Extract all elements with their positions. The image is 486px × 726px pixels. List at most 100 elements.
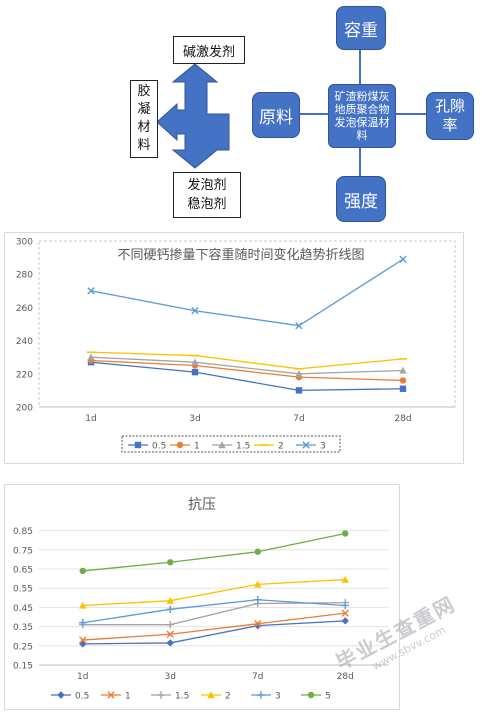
y-tick-label: 0.35 (13, 623, 33, 633)
density-label: 容重 (344, 20, 378, 41)
data-point (87, 353, 95, 361)
series-0.5 (87, 358, 407, 394)
center-line: 发泡保温材 (334, 116, 390, 129)
series-3 (79, 596, 349, 627)
y-tick-label: 0.45 (13, 604, 33, 614)
activator-label: 碱激发剂 (182, 44, 235, 60)
y-tick-label: 280 (16, 271, 33, 281)
data-point (254, 548, 261, 555)
legend-label: 2 (278, 442, 284, 452)
data-point (79, 619, 87, 627)
cementitious-char: 胶 (137, 84, 151, 99)
data-point (166, 620, 174, 629)
center-line: 地质聚合物 (334, 103, 390, 116)
porosity-node: 孔隙 率 (426, 92, 474, 140)
y-tick-label: 240 (16, 337, 33, 347)
legend-marker (207, 691, 215, 699)
x-tick-label: 28d (394, 414, 411, 424)
x-tick-label: 7d (293, 414, 304, 424)
data-point (87, 287, 95, 295)
series-line (82, 578, 346, 607)
strength-node: 强度 (336, 176, 386, 222)
series-1 (79, 609, 349, 644)
series-1.5 (87, 353, 407, 377)
series-1 (87, 357, 407, 384)
data-point (341, 575, 349, 583)
data-point (191, 368, 199, 376)
raw-material-label: 原料 (259, 107, 293, 128)
data-point (399, 385, 407, 392)
data-point (295, 321, 303, 330)
data-point (167, 559, 174, 566)
series-line (90, 356, 404, 375)
data-point (79, 636, 87, 644)
data-point (254, 620, 262, 628)
y-tick-label: 200 (16, 404, 33, 414)
x-tick-label: 3d (189, 414, 200, 424)
x-tick-label: 1d (77, 672, 88, 682)
density-chart-frame: 不同硬钙掺量下容重随时间变化趋势折线图 200 220 240 260 280 300 1d 3… (4, 232, 464, 464)
data-point (254, 596, 262, 604)
data-point (166, 630, 174, 638)
y-tick-label: 0.25 (13, 642, 33, 652)
series-2 (86, 351, 408, 370)
legend-label: 5 (325, 692, 331, 702)
chart-title: 不同硬钙掺量下容重随时间变化趋势折线图 (117, 247, 364, 263)
strength-label: 强度 (344, 191, 378, 212)
series-line (90, 351, 404, 370)
data-point (295, 387, 303, 394)
center-line: 料 (356, 129, 368, 142)
series-line (82, 612, 346, 641)
legend-marker (307, 691, 315, 699)
x-tick-label: 1d (85, 414, 96, 424)
series-5 (79, 530, 349, 575)
y-tick-label: 260 (16, 304, 33, 314)
three-way-arrow-icon (156, 63, 230, 169)
series-2 (79, 575, 349, 609)
data-point (191, 358, 199, 366)
foaming-agent-label: 发泡剂 (187, 178, 227, 193)
data-point (166, 596, 174, 604)
y-tick-label: 0.65 (13, 566, 33, 576)
raw-material-node: 原料 (252, 92, 300, 138)
y-tick-label: 0.55 (13, 585, 33, 595)
x-tick-label: 28d (337, 672, 354, 682)
legend-marker (218, 441, 226, 449)
series-line (82, 620, 346, 645)
y-tick-label: 300 (16, 238, 33, 248)
data-point (79, 640, 87, 648)
legend-marker (257, 691, 265, 699)
legend-marker (302, 441, 310, 449)
data-point (295, 370, 303, 377)
legend-label: 0.5 (152, 442, 166, 452)
activator-box: 碱激发剂 (173, 36, 245, 64)
y-tick-label: 220 (16, 370, 33, 380)
series-line (90, 361, 404, 392)
legend-label: 2 (225, 692, 231, 702)
data-point (166, 605, 174, 614)
foam-stabilizer-label: 稳泡剂 (187, 197, 227, 212)
data-point (191, 307, 199, 315)
legend-marker (134, 441, 142, 449)
center-line: 矿渣粉煤灰 (334, 90, 390, 103)
density-chart: 不同硬钙掺量下容重随时间变化趋势折线图 200 220 240 260 280 300 1d 3… (16, 238, 456, 453)
data-point (254, 580, 262, 588)
legend-label: 1.5 (175, 692, 189, 702)
data-point (341, 601, 349, 610)
legend-marker (176, 441, 184, 449)
legend-marker (107, 691, 115, 699)
data-point (342, 530, 349, 537)
porosity-line: 孔隙 (434, 97, 465, 115)
legend-box (121, 435, 341, 453)
data-point (399, 255, 407, 263)
legend: 0.5 1 1.5 2 3 5 (51, 691, 331, 702)
data-point (341, 617, 349, 625)
legend-marker (57, 691, 65, 699)
data-point (399, 366, 407, 374)
cementitious-char: 凝 (137, 102, 151, 117)
compressive-chart-frame: 抗压 0.15 0.25 0.35 0.45 0.55 0.65 0.75 0.85 1d 3d 7d… (4, 484, 400, 710)
cementitious-char: 材 (137, 120, 151, 135)
series-line (82, 599, 346, 624)
foaming-agent-box: 发泡剂 稳泡剂 (173, 172, 241, 218)
legend-label: 3 (275, 692, 281, 702)
